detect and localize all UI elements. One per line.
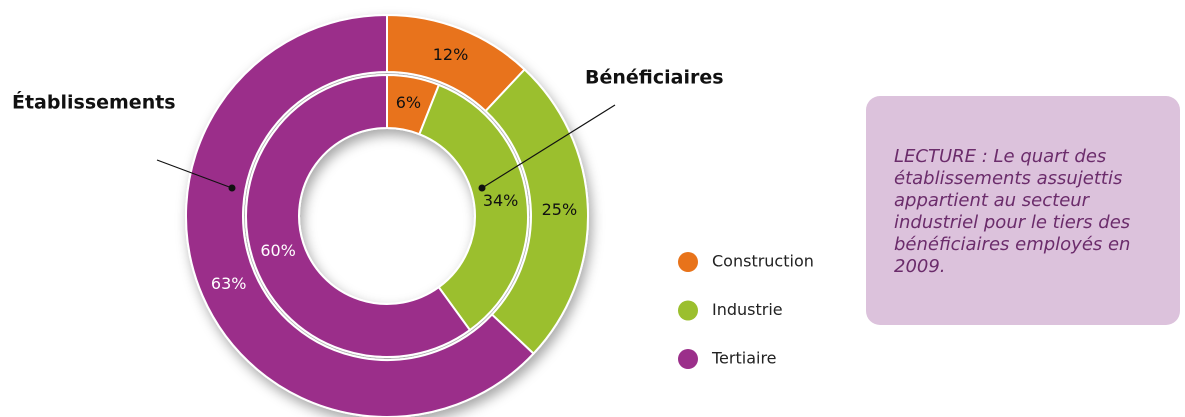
leader-line bbox=[481, 104, 616, 189]
leader-line bbox=[156, 159, 233, 189]
legend-swatch bbox=[678, 300, 698, 321]
legend-swatch bbox=[678, 252, 698, 272]
series-label: Bénéficiaires bbox=[585, 67, 724, 89]
value-label: 12% bbox=[433, 45, 469, 64]
legend-label: Construction bbox=[712, 252, 814, 271]
legend-swatch bbox=[678, 349, 698, 369]
series-label: Établissements bbox=[12, 91, 176, 114]
legend-label: Industrie bbox=[712, 300, 783, 319]
value-label: 34% bbox=[483, 191, 519, 210]
annotation: LECTURE : Le quart des établissements as… bbox=[866, 96, 1180, 325]
donut-segment bbox=[418, 83, 529, 332]
value-label: 25% bbox=[542, 200, 578, 219]
donut-segment bbox=[245, 73, 472, 358]
legend-label: Tertiaire bbox=[711, 349, 777, 368]
value-label: 63% bbox=[211, 274, 247, 293]
leader-dot bbox=[228, 184, 236, 192]
legend: Construction Industrie Tertiaire bbox=[678, 252, 814, 369]
leader-dot bbox=[478, 184, 486, 192]
labels: 12% 25% 63% 6% 34% 60% bbox=[211, 45, 577, 293]
donut bbox=[185, 13, 589, 417]
donut-segment bbox=[185, 13, 535, 417]
value-label: 6% bbox=[396, 93, 421, 112]
value-label: 60% bbox=[260, 241, 296, 260]
